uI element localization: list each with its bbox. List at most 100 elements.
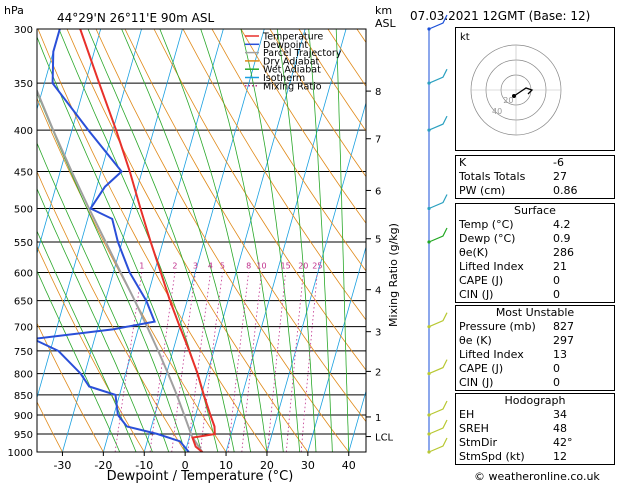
stat-row: Temp (°C) 4.2 [456,218,614,232]
mixing-ratio-label: 20 [298,262,308,271]
mixing-ratio-label: 15 [281,262,291,271]
stat-row: CIN (J) 0 [456,376,614,390]
dry-adiabat-line [124,29,366,423]
stat-row: Lifted Index 13 [456,348,614,362]
stat-label: SREH [459,422,489,435]
stat-label: θe(K) [459,246,489,259]
hodograph-stats-panel: Hodograph EH 34 SREH 48 StmDir 42° StmSpd (kt)… [455,393,615,465]
stat-row: Lifted Index 21 [456,260,614,274]
stat-value: 27 [553,170,567,183]
isotherm-line [62,29,183,452]
indices-panel: K -6 Totals Totals 27 PW (cm) 0.86 [455,155,615,199]
wind-barb [428,437,448,453]
stat-label: θe (K) [459,334,492,347]
pressure-tick-label: 1000 [8,448,33,459]
stat-value: 827 [553,320,574,333]
x-axis-title: Dewpoint / Temperature (°C) [107,469,294,484]
pressure-unit-label: hPa [4,4,24,17]
pressure-tick-label: 400 [14,126,33,137]
location-label: 44°29'N 26°11'E 90m ASL [57,11,214,25]
dry-adiabat-line [37,170,186,452]
hodograph-panel: kt 20 40 [455,27,615,151]
stat-value: 0 [553,288,560,301]
x-tick-label: 30 [301,459,315,472]
isotherm-line [348,389,366,452]
most-unstable-panel: Most Unstable Pressure (mb) 827 θe (K) 297 L… [455,305,615,391]
datetime-label: 07.03.2021 12GMT (Base: 12) [410,9,591,23]
stat-row: Pressure (mb) 827 [456,320,614,334]
stat-value: 0.86 [553,184,578,197]
stat-label: Lifted Index [459,348,524,361]
dewpoint-line [37,29,190,452]
legend-label: Mixing Ratio [263,81,322,92]
stat-label: StmSpd (kt) [459,450,525,463]
pressure-tick-label: 750 [14,347,33,358]
wet-adiabat-line [37,35,202,452]
dry-adiabat-line [37,245,145,452]
mixing-ratio-label: 4 [208,262,213,271]
stat-value: 34 [553,408,567,421]
pressure-tick-label: 550 [14,238,33,249]
pressure-tick-label: 950 [14,430,33,441]
stat-value: 13 [553,348,567,361]
stat-value: 286 [553,246,574,259]
stat-value: 297 [553,334,574,347]
stat-label: CIN (J) [459,288,494,301]
most-unstable-title: Most Unstable [495,306,575,319]
legend-label: Dry Adiabat [263,56,320,67]
stat-label: PW (cm) [459,184,506,197]
altitude-tick-label: 6 [375,186,381,197]
pressure-tick-label: 450 [14,167,33,178]
wet-adiabat-line [335,29,350,452]
pressure-tick-label: 500 [14,204,33,215]
km-unit-label: km [375,4,392,17]
wind-barbs [427,14,448,454]
stat-label: Pressure (mb) [459,320,536,333]
stat-label: Temp (°C) [459,218,514,231]
mixing-ratio-line [267,272,286,452]
mixing-ratio-line [200,272,223,452]
legend-label: Dewpoint [263,40,308,51]
altitude-tick-label: 1 [375,413,381,424]
x-tick-label: 40 [342,459,356,472]
pressure-tick-label: 850 [14,391,33,402]
altitude-tick-label: 2 [375,367,381,378]
mixing-ratio-label: 8 [246,262,251,271]
temperature-line [79,29,216,452]
wind-barb [428,400,448,416]
wind-barb [428,194,448,210]
dry-adiabat-line [269,29,366,178]
stat-value: 0 [553,376,560,389]
dry-adiabat-line [211,29,366,272]
stat-value: 4.2 [553,218,571,231]
hodograph-unit: kt [460,32,470,43]
stat-label: K [459,156,467,169]
stat-label: Lifted Index [459,260,524,273]
mixing-ratio-line [187,272,211,452]
x-tick-label: 10 [219,459,233,472]
x-tick-label: -20 [94,459,112,472]
wet-adiabat-line [308,29,333,452]
stat-value: 0 [553,274,560,287]
stat-label: Dewp (°C) [459,232,516,245]
wind-barb [428,312,448,328]
pressure-tick-label: 300 [14,25,33,36]
storm-motion-marker [512,94,516,98]
stat-row: CAPE (J) 0 [456,362,614,376]
wet-adiabat-line [37,187,153,452]
pressure-tick-label: 600 [14,269,33,280]
stat-row: θe(K) 286 [456,246,614,260]
mixing-ratio-label: 5 [220,262,225,271]
profiles-layer [37,29,216,452]
stat-row: CAPE (J) 0 [456,274,614,288]
wind-barb [428,68,448,84]
hodograph-ring-label: 40 [492,107,502,116]
altitude-tick-label: LCL [375,433,394,444]
mixing-ratio-line [241,272,262,452]
isotherm-line [37,29,102,255]
mixing-ratio-line [227,272,249,452]
wind-barb [428,419,448,435]
x-tick-label: 0 [182,459,189,472]
stat-row: Dewp (°C) 0.9 [456,232,614,246]
